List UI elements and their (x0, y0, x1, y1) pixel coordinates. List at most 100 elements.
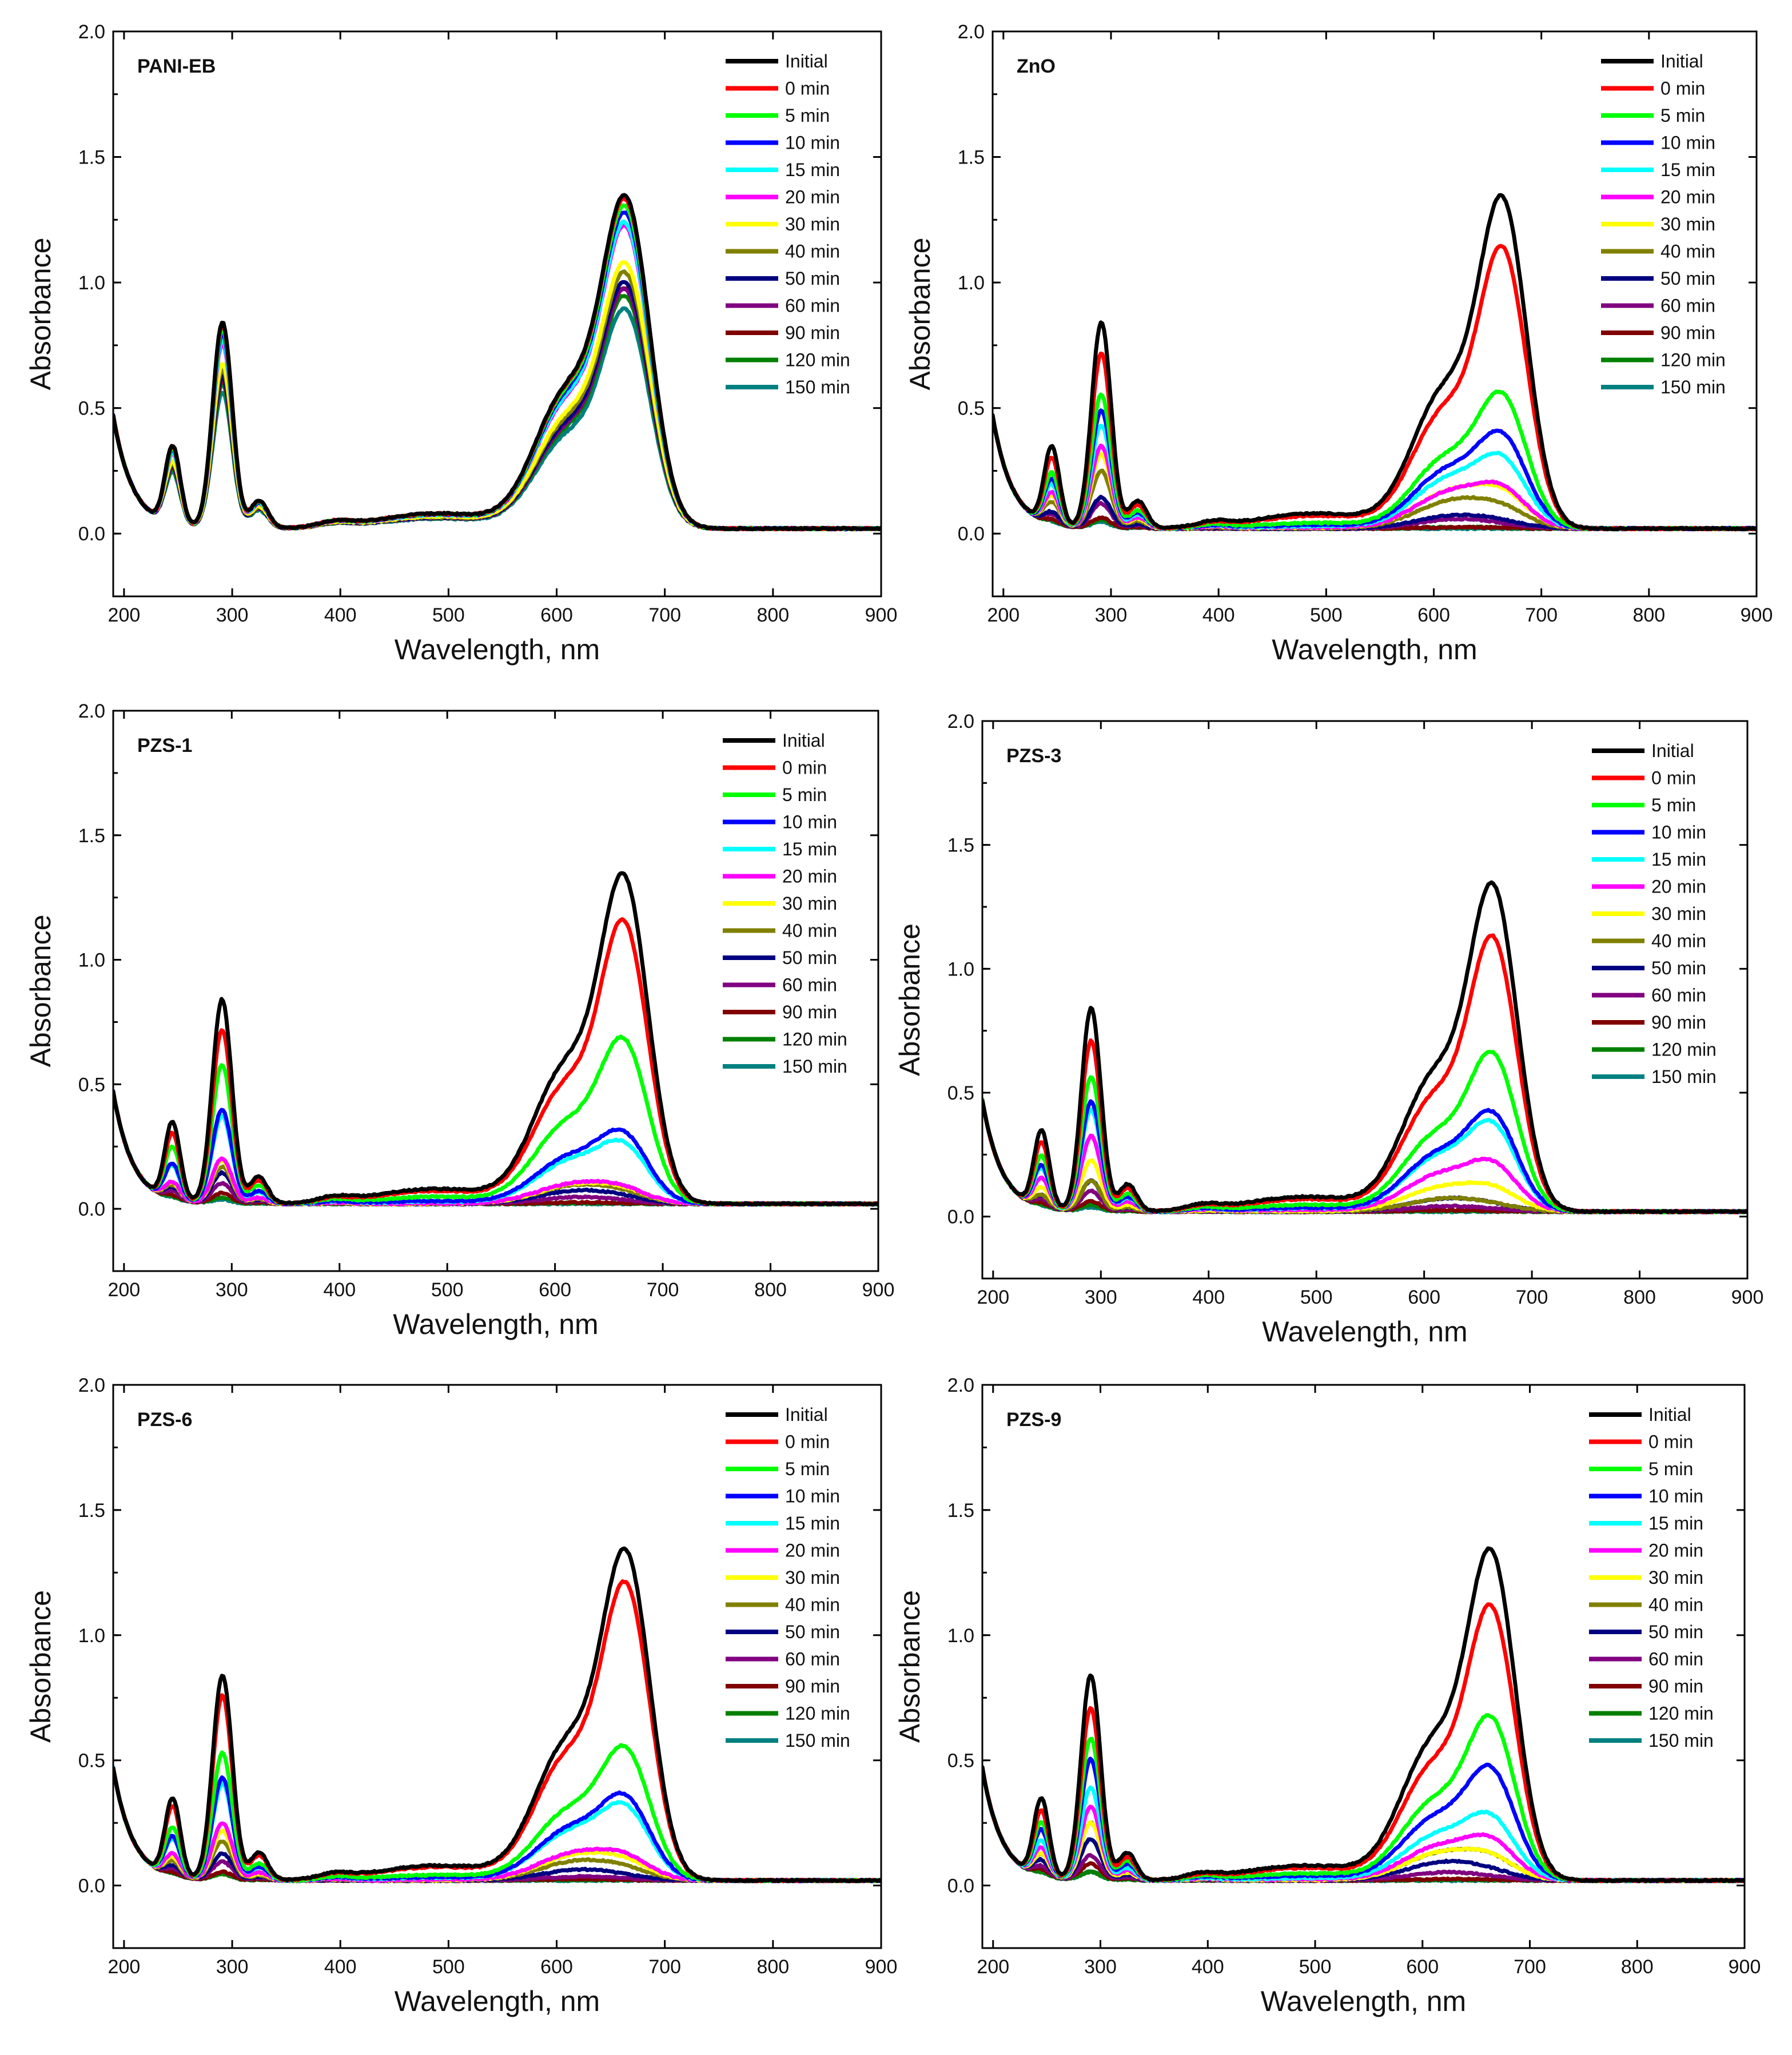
legend-label: 90 min (1651, 1012, 1706, 1033)
plot-frame (112, 1384, 882, 1949)
legend-label: 50 min (1648, 1622, 1703, 1642)
legend-label: 50 min (1651, 958, 1706, 978)
legend-label: 90 min (785, 1676, 840, 1696)
legend-label: 60 min (785, 1649, 840, 1670)
y-tick-label: 0.5 (78, 1074, 105, 1096)
x-tick-label: 200 (977, 1956, 1009, 1978)
legend-label: 10 min (1648, 1486, 1703, 1507)
panel-5: 200 300 400 500 600 700 800 900 0.0 0.5 1.0 1.5 2.0 W… (25, 1375, 897, 2017)
x-tick-label: 200 (108, 1956, 141, 1978)
legend-label: 15 min (785, 160, 840, 180)
y-axis-title: Absorbance (25, 1590, 57, 1743)
panel-title: PZS-6 (137, 1409, 192, 1431)
plot-frame (112, 710, 879, 1272)
legend-label: 20 min (785, 1540, 840, 1561)
y-tick-label: 1.0 (947, 958, 974, 980)
curves (993, 193, 1757, 532)
y-tick-label: 0.0 (947, 1206, 974, 1228)
legend-label: 50 min (782, 947, 837, 968)
y-tick-label: 2.0 (947, 1375, 974, 1396)
curves (113, 1546, 881, 1883)
x-tick-label: 900 (1741, 604, 1773, 626)
legend-label: 15 min (1660, 160, 1715, 180)
x-tick-label: 700 (1514, 1956, 1546, 1978)
y-tick-label: 0.0 (958, 523, 985, 545)
panel-3: 200 300 400 500 600 700 800 900 0.0 0.5 1.0 1.5 2.0 W… (25, 700, 894, 1340)
legend-label: 40 min (785, 241, 840, 262)
x-tick-label: 700 (648, 1956, 681, 1978)
legend-label: 120 min (782, 1029, 847, 1050)
legend-label: Initial (782, 730, 825, 751)
y-tick-label: 2.0 (947, 711, 974, 732)
x-tick-label: 800 (1623, 1287, 1656, 1308)
legend-label: 20 min (785, 187, 840, 208)
x-tick-label: 300 (1085, 1287, 1117, 1308)
series-line-60-min (113, 1090, 878, 1207)
x-tick-label: 400 (324, 1956, 357, 1978)
x-tick-label: 500 (1299, 1956, 1332, 1978)
y-tick-label: 0.5 (947, 1750, 974, 1772)
legend-label: 60 min (1648, 1649, 1703, 1670)
y-tick-label: 1.5 (947, 1500, 974, 1522)
legend-label: 20 min (782, 866, 837, 887)
x-axis-title: Wavelength, nm (1262, 1316, 1467, 1348)
panel-1: 200 300 400 500 600 700 800 900 0.0 0.5 1.0 1.5 2.0 W… (25, 21, 897, 666)
y-tick-label: 1.5 (78, 1500, 105, 1522)
y-tick-label: 1.5 (78, 147, 105, 169)
x-tick-label: 600 (539, 1279, 571, 1301)
y-tick-label: 1.5 (958, 147, 985, 169)
legend-label: 0 min (1648, 1432, 1693, 1452)
panel-6: 200 300 400 500 600 700 800 900 0.0 0.5 1.0 1.5 2.0 W… (894, 1375, 1761, 2017)
legend-label: 20 min (1648, 1540, 1703, 1561)
y-tick-label: 1.0 (78, 950, 105, 971)
x-tick-label: 200 (108, 604, 141, 626)
x-tick-label: 600 (1406, 1956, 1439, 1978)
legend-label: 150 min (1660, 377, 1726, 397)
y-tick-label: 0.5 (78, 398, 105, 420)
legend-label: 60 min (785, 296, 840, 316)
series-line-initial (993, 193, 1757, 532)
x-tick-label: 700 (1516, 1287, 1548, 1308)
legend-label: 10 min (1651, 822, 1706, 843)
legend-label: 10 min (785, 133, 840, 153)
y-axis-title: Absorbance (25, 915, 57, 1068)
legend-label: 5 min (782, 784, 827, 805)
legend-label: 120 min (1651, 1040, 1717, 1060)
legend-label: 5 min (1648, 1459, 1693, 1479)
y-tick-label: 0.0 (78, 1198, 105, 1220)
y-tick-label: 1.5 (947, 835, 974, 857)
x-tick-label: 800 (1632, 604, 1665, 626)
y-axis-title: Absorbance (894, 1590, 926, 1743)
series-line-initial (113, 871, 878, 1207)
plot-frame (981, 720, 1749, 1280)
x-tick-label: 200 (987, 604, 1020, 626)
x-tick-label: 400 (1202, 604, 1235, 626)
x-tick-label: 700 (647, 1279, 679, 1301)
x-tick-label: 900 (865, 604, 898, 626)
legend-label: 10 min (1660, 133, 1715, 153)
x-tick-label: 500 (432, 604, 465, 626)
x-tick-label: 300 (1084, 1956, 1117, 1978)
y-tick-label: 2.0 (78, 21, 105, 43)
x-tick-label: 600 (540, 604, 573, 626)
series-line-initial (982, 1546, 1745, 1883)
legend-label: 30 min (782, 893, 837, 914)
y-tick-label: 1.0 (78, 272, 105, 294)
panel-2: 200 300 400 500 600 700 800 900 0.0 0.5 1.0 1.5 2.0 W… (904, 21, 1773, 666)
legend-label: 150 min (782, 1056, 847, 1077)
y-tick-label: 0.5 (78, 1750, 105, 1772)
curves (113, 871, 878, 1207)
legend-label: 15 min (1651, 849, 1706, 870)
legend-label: 50 min (785, 1622, 840, 1642)
x-tick-label: 600 (1417, 604, 1450, 626)
y-tick-label: 2.0 (78, 1375, 105, 1396)
x-tick-label: 600 (1408, 1287, 1440, 1308)
x-tick-label: 900 (1729, 1956, 1761, 1978)
x-axis-title: Wavelength, nm (395, 1985, 600, 2017)
legend-label: 0 min (1651, 768, 1696, 788)
panel-title: ZnO (1017, 55, 1056, 77)
x-tick-label: 900 (1731, 1287, 1764, 1308)
x-tick-label: 900 (865, 1956, 898, 1978)
y-tick-label: 2.0 (78, 700, 105, 722)
